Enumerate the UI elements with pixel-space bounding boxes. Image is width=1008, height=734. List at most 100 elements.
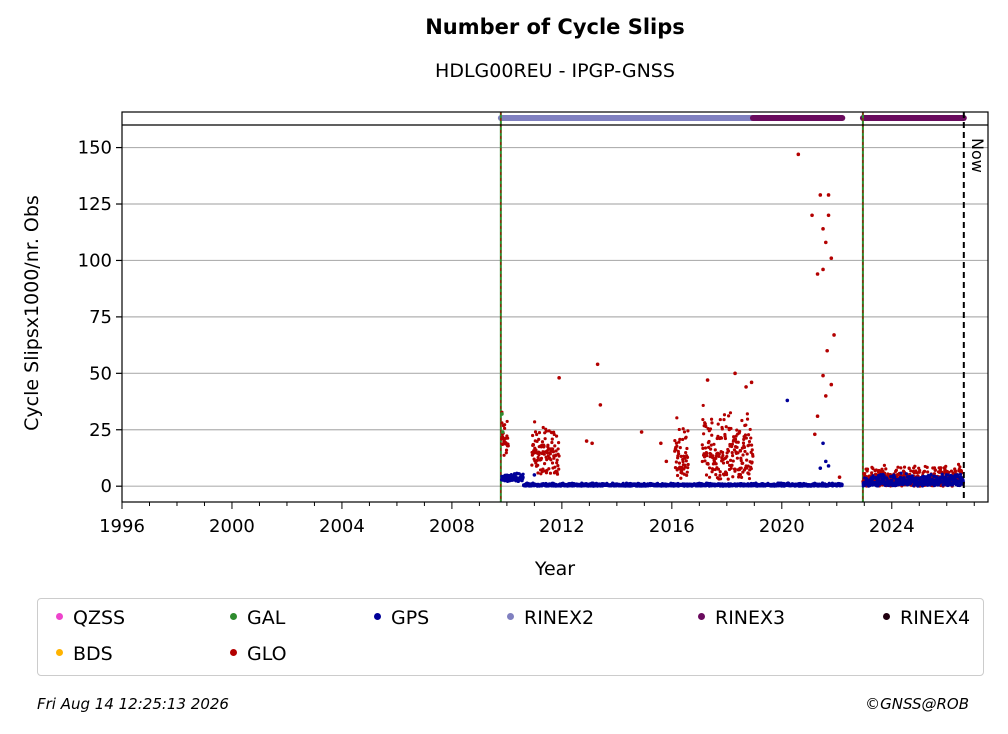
point-glo bbox=[909, 469, 913, 473]
point-glo bbox=[551, 450, 555, 454]
point-glo bbox=[902, 465, 907, 469]
point-glo bbox=[829, 382, 834, 387]
point-glo bbox=[837, 475, 842, 479]
point-glo bbox=[717, 452, 721, 456]
point-glo bbox=[598, 403, 603, 407]
point-glo bbox=[731, 475, 735, 479]
point-glo bbox=[504, 451, 508, 455]
point-glo bbox=[683, 456, 687, 460]
point-glo bbox=[907, 466, 911, 471]
point-glo bbox=[707, 439, 711, 444]
point-glo bbox=[813, 432, 817, 437]
footer-copyright: ©GNSS@ROB bbox=[865, 695, 969, 713]
legend-item-rinex2: RINEX2 bbox=[507, 607, 594, 629]
point-glo bbox=[503, 426, 507, 430]
point-glo bbox=[722, 413, 727, 417]
point-glo bbox=[896, 465, 900, 469]
point-glo bbox=[541, 450, 545, 454]
point-glo bbox=[926, 470, 930, 474]
point-glo bbox=[501, 436, 505, 440]
point-gps bbox=[785, 398, 790, 403]
point-glo bbox=[584, 439, 589, 443]
legend-marker bbox=[883, 613, 890, 620]
point-glo bbox=[710, 421, 714, 425]
point-glo bbox=[870, 471, 874, 475]
point-glo bbox=[550, 440, 554, 445]
point-glo bbox=[736, 451, 740, 455]
point-glo bbox=[818, 193, 823, 197]
y-axis-ticks: 0 25 50 75 100 125 150 bbox=[78, 138, 122, 497]
point-gps bbox=[893, 475, 897, 479]
point-glo bbox=[730, 451, 734, 455]
point-glo bbox=[737, 475, 741, 479]
legend-item-bds: BDS bbox=[56, 643, 113, 665]
x-tick-label: 2000 bbox=[209, 516, 255, 537]
point-glo bbox=[725, 460, 730, 464]
point-gps bbox=[880, 481, 884, 486]
point-glo bbox=[681, 459, 685, 464]
point-glo bbox=[543, 437, 547, 441]
point-glo bbox=[540, 440, 545, 444]
point-glo bbox=[674, 441, 679, 445]
legend-item-gal: GAL bbox=[230, 607, 285, 629]
point-glo bbox=[815, 272, 820, 276]
point-glo bbox=[548, 471, 553, 475]
point-glo bbox=[544, 429, 548, 433]
point-gps bbox=[521, 472, 525, 476]
point-glo bbox=[749, 467, 753, 471]
point-glo bbox=[537, 431, 542, 435]
point-glo bbox=[826, 213, 831, 218]
point-glo bbox=[724, 425, 728, 429]
legend-label: BDS bbox=[73, 643, 113, 665]
point-gps bbox=[826, 464, 831, 468]
point-glo bbox=[925, 465, 929, 469]
point-glo bbox=[742, 445, 747, 450]
x-axis-label: Year bbox=[534, 558, 575, 580]
point-glo bbox=[539, 456, 544, 460]
point-glo bbox=[677, 440, 681, 444]
point-glo bbox=[735, 456, 739, 460]
point-gps bbox=[840, 482, 844, 487]
point-glo bbox=[553, 465, 557, 469]
point-glo bbox=[708, 427, 713, 431]
point-glo bbox=[552, 456, 556, 460]
point-glo bbox=[557, 454, 561, 458]
point-glo bbox=[705, 378, 710, 382]
point-glo bbox=[744, 423, 748, 427]
point-glo bbox=[705, 453, 709, 458]
point-glo bbox=[703, 446, 708, 450]
point-glo bbox=[710, 433, 714, 437]
point-glo bbox=[555, 472, 560, 476]
legend-marker bbox=[698, 613, 705, 620]
y-tick-label: 0 bbox=[101, 476, 112, 497]
point-glo bbox=[739, 466, 743, 470]
point-glo bbox=[717, 454, 721, 459]
point-glo bbox=[730, 463, 734, 467]
x-tick-label: 2016 bbox=[649, 516, 695, 537]
point-glo bbox=[719, 477, 723, 481]
legend-label: RINEX2 bbox=[524, 607, 595, 629]
point-glo bbox=[552, 432, 556, 437]
y-axis-label: Cycle Slipsx1000/nr. Obs bbox=[21, 195, 43, 431]
point-glo bbox=[722, 418, 726, 422]
point-glo bbox=[741, 441, 746, 445]
point-glo bbox=[749, 380, 754, 385]
point-glo bbox=[533, 430, 538, 434]
point-glo bbox=[748, 427, 752, 432]
legend-item-glo: GLO bbox=[230, 643, 287, 665]
point-glo bbox=[500, 421, 504, 425]
point-glo bbox=[943, 467, 947, 471]
point-glo bbox=[747, 472, 751, 476]
point-glo bbox=[899, 466, 903, 470]
point-glo bbox=[683, 465, 687, 469]
point-glo bbox=[884, 467, 888, 471]
point-glo bbox=[738, 429, 742, 434]
point-glo bbox=[537, 437, 541, 441]
point-glo bbox=[684, 459, 688, 463]
point-glo bbox=[530, 433, 535, 438]
point-glo bbox=[704, 424, 708, 429]
x-tick-label: 2012 bbox=[539, 516, 585, 537]
point-glo bbox=[749, 436, 753, 440]
point-glo bbox=[674, 447, 678, 452]
point-glo bbox=[677, 452, 681, 456]
